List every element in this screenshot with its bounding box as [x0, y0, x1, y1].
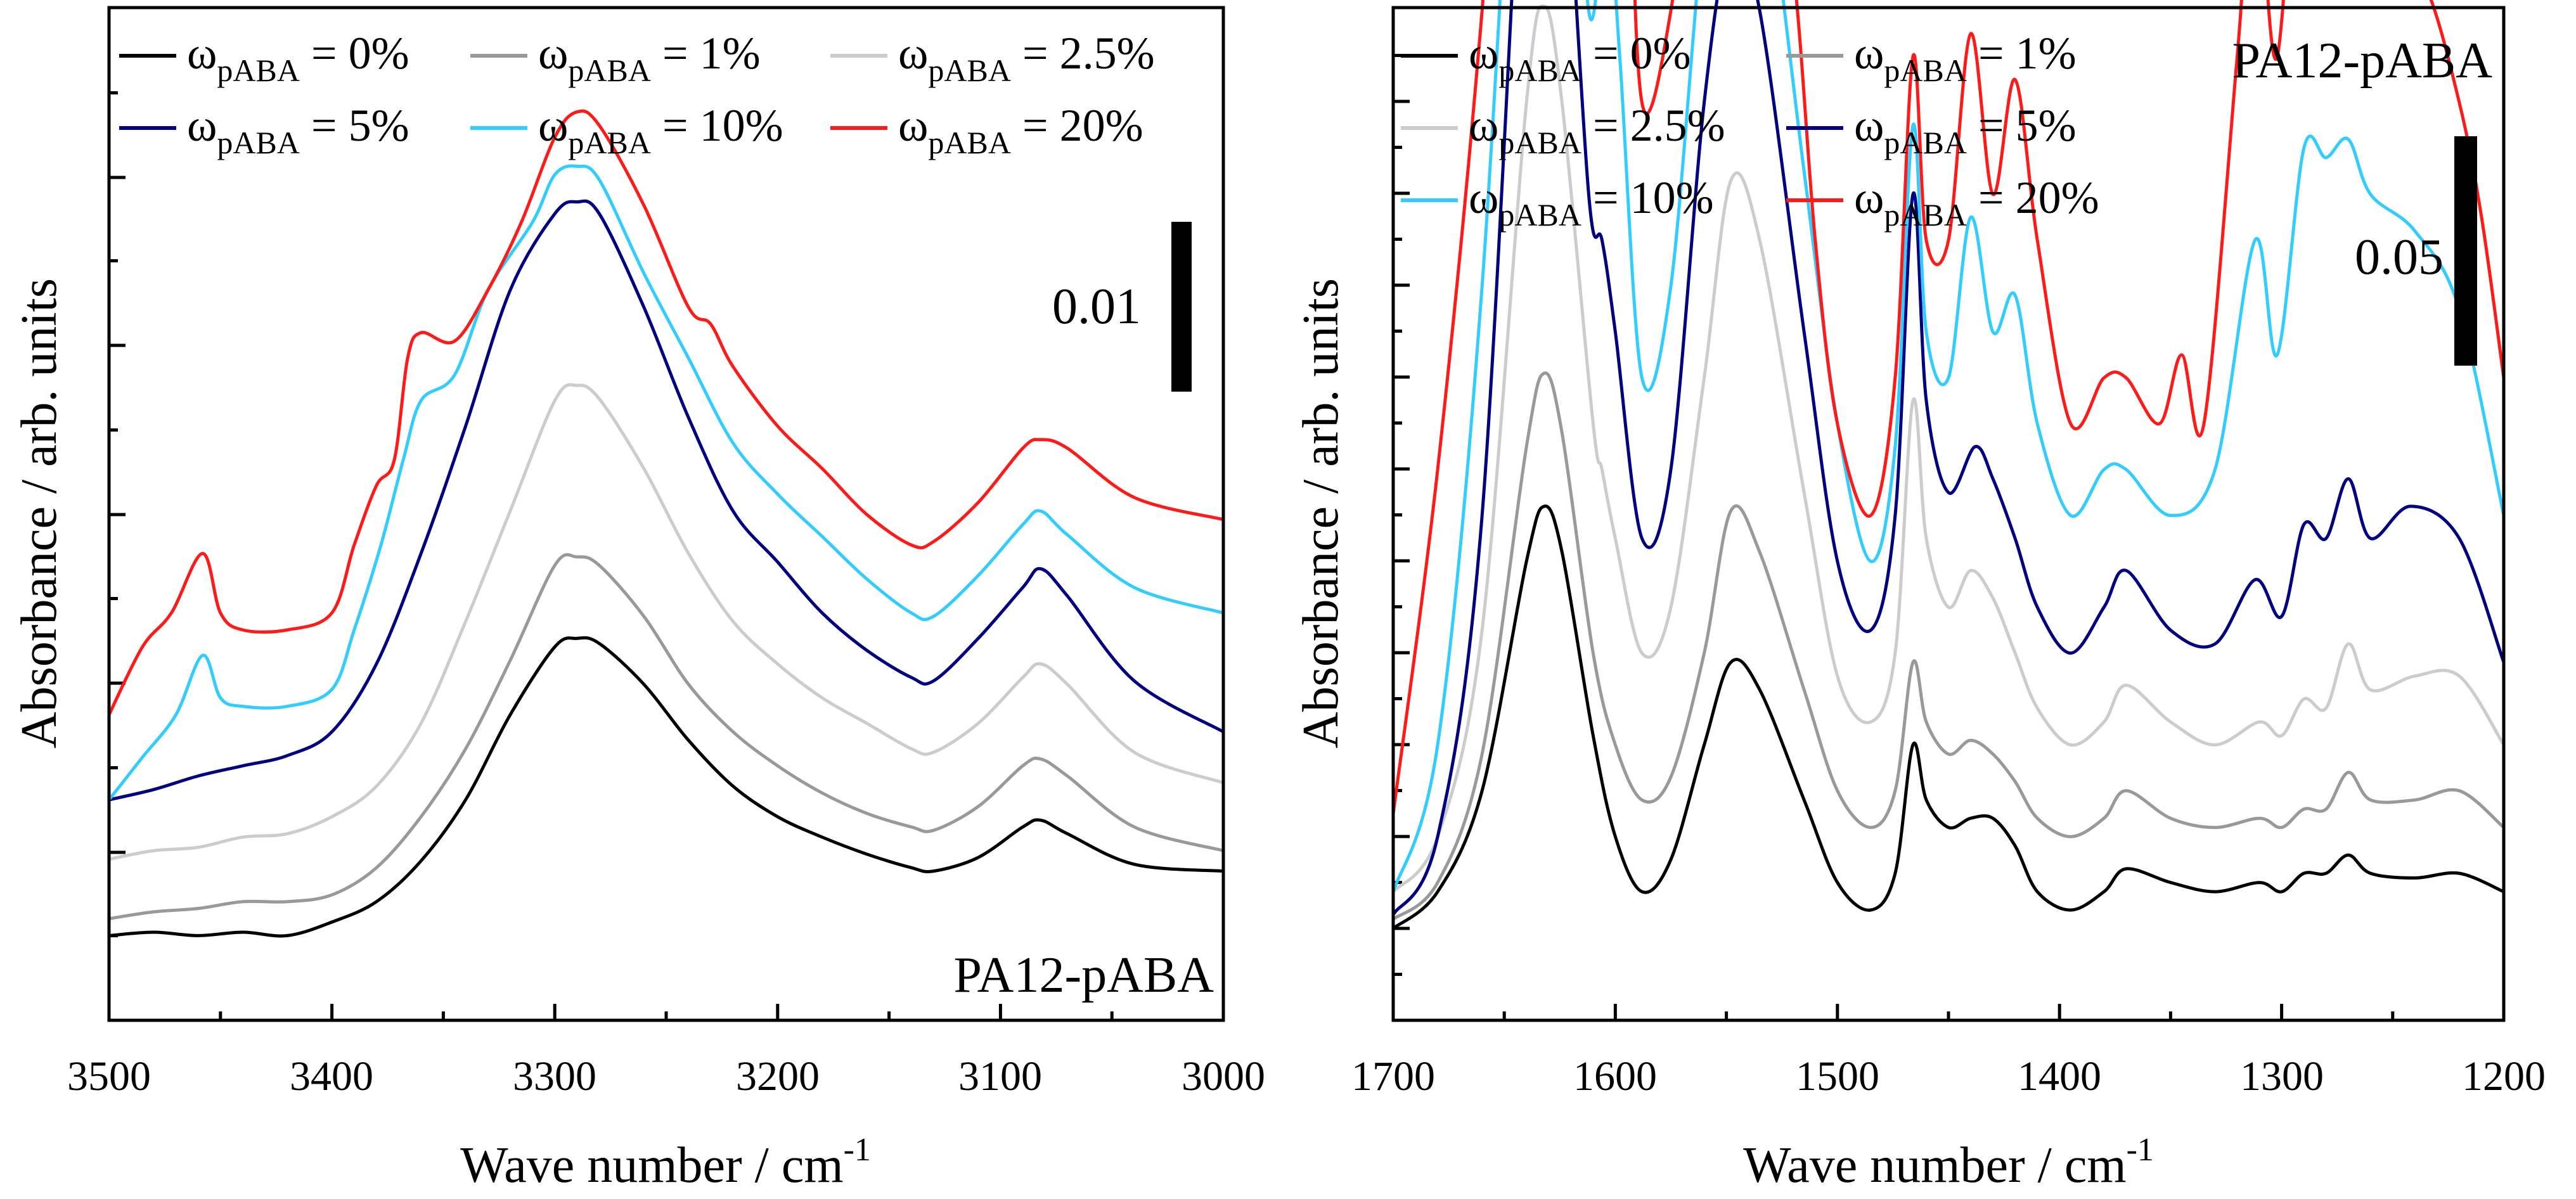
left-scale-bar-label: 0.01 [1052, 279, 1141, 335]
legend-entry: ωpABA = 20% [1786, 172, 2099, 233]
right-x-axis-title: Wave number / cm-1 [1743, 1132, 2154, 1193]
right-legend: ωpABA = 0% ωpABA = 1% ωpABA = 2.5% ωpABA… [1401, 28, 2099, 233]
left-panel: 3500 3400 3300 3200 3100 3000 Wave numbe… [11, 6, 1265, 1193]
left-curves [107, 109, 1225, 938]
right-series-line-0 [1392, 504, 2504, 930]
legend-label: ωpABA = 5% [187, 100, 409, 160]
right-axis-ticks [1391, 54, 2506, 1022]
legend-label: ωpABA = 20% [898, 100, 1143, 160]
left-series-line-3 [108, 199, 1225, 802]
left-series-line-4 [108, 164, 1224, 801]
legend-label: ωpABA = 5% [1854, 100, 2077, 160]
right-curves [1391, 0, 2506, 930]
right-series-line-1 [1392, 371, 2505, 921]
right-x-tick-label: 1500 [1796, 1053, 1879, 1100]
left-series-line-1 [108, 553, 1224, 921]
legend-entry: ωpABA = 5% [119, 100, 409, 160]
legend-label: ωpABA = 10% [538, 100, 783, 160]
left-x-tick-label: 3400 [290, 1053, 373, 1100]
right-x-tick-label: 1300 [2240, 1053, 2324, 1100]
legend-label: ωpABA = 0% [1469, 28, 1691, 88]
left-legend: ωpABA = 0% ωpABA = 1% ωpABA = 2.5% ωpABA… [119, 28, 1155, 160]
left-series-line-2 [108, 383, 1224, 861]
left-scale-bar [1171, 222, 1192, 392]
left-x-tick-labels: 3500 3400 3300 3200 3100 3000 [67, 1053, 1265, 1100]
legend-label: ωpABA = 2.5% [1469, 100, 1725, 160]
left-series-line-0 [108, 636, 1224, 938]
legend-entry: ωpABA = 5% [1786, 100, 2077, 160]
right-panel: 1700 1600 1500 1400 1300 1200 Wave numbe… [1293, 0, 2546, 1193]
legend-entry: ωpABA = 2.5% [830, 28, 1155, 88]
legend-entry: ωpABA = 2.5% [1401, 100, 1725, 160]
left-plot-frame [107, 6, 1225, 1022]
left-series-line-5 [107, 109, 1224, 716]
left-y-axis-title: Absorbance / arb. units [11, 278, 67, 748]
legend-label: ωpABA = 10% [1469, 172, 1714, 233]
right-x-tick-labels: 1700 1600 1500 1400 1300 1200 [1351, 1053, 2546, 1100]
right-scale-bar-label: 0.05 [2355, 229, 2444, 285]
right-plot-frame [1391, 6, 2506, 1022]
legend-entry: ωpABA = 0% [119, 28, 409, 88]
legend-label: ωpABA = 1% [1854, 28, 2077, 88]
right-x-tick-label: 1400 [2018, 1053, 2101, 1100]
right-x-tick-label: 1200 [2462, 1053, 2546, 1100]
legend-entry: ωpABA = 10% [1401, 172, 1714, 233]
right-series-line-5 [1391, 0, 2506, 814]
left-x-tick-label: 3100 [958, 1053, 1042, 1100]
left-annotation: PA12-pABA [954, 947, 1214, 1003]
right-series-line-2 [1392, 4, 2506, 893]
legend-label: ωpABA = 0% [187, 28, 409, 88]
right-scale-bar [2454, 136, 2477, 366]
right-annotation: PA12-pABA [2232, 33, 2493, 89]
left-x-axis-title: Wave number / cm-1 [460, 1132, 871, 1193]
left-x-tick-label: 3300 [513, 1053, 596, 1100]
legend-label: ωpABA = 2.5% [898, 28, 1155, 88]
left-x-tick-label: 3500 [67, 1053, 151, 1100]
left-x-tick-label: 3000 [1182, 1053, 1265, 1100]
legend-entry: ωpABA = 0% [1401, 28, 1691, 88]
right-y-axis-title: Absorbance / arb. units [1293, 278, 1349, 748]
left-x-tick-label: 3200 [736, 1053, 820, 1100]
right-x-tick-label: 1700 [1351, 1053, 1435, 1100]
legend-entry: ωpABA = 1% [1786, 28, 2077, 88]
right-series-line-3 [1391, 0, 2506, 916]
legend-entry: ωpABA = 1% [470, 28, 761, 88]
right-x-tick-label: 1600 [1573, 1053, 1657, 1100]
legend-label: ωpABA = 20% [1854, 172, 2099, 233]
legend-entry: ωpABA = 10% [470, 100, 783, 160]
legend-entry: ωpABA = 20% [830, 100, 1143, 160]
right-series-line-4 [1391, 0, 2506, 892]
left-axis-ticks [107, 91, 1225, 1022]
legend-label: ωpABA = 1% [538, 28, 761, 88]
